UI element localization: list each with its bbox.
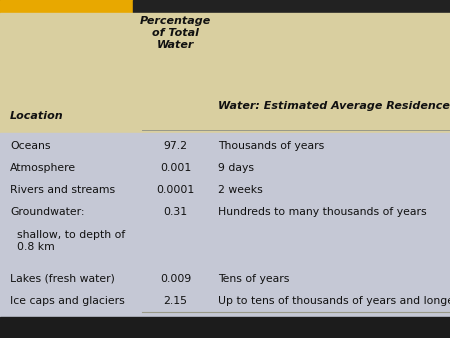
Text: Percentage
of Total
Water: Percentage of Total Water [140,17,211,50]
Text: Lakes (fresh water): Lakes (fresh water) [10,274,115,284]
Text: 2 weeks: 2 weeks [218,185,263,195]
Text: Tens of years: Tens of years [218,274,290,284]
Text: 2.15: 2.15 [163,296,188,306]
Text: 9 days: 9 days [218,163,254,173]
Text: Hundreds to many thousands of years: Hundreds to many thousands of years [218,208,427,217]
Text: shallow, to depth of
  0.8 km: shallow, to depth of 0.8 km [10,230,125,252]
Bar [133,0,450,13]
Text: 0.001: 0.001 [160,163,191,173]
Text: Rivers and streams: Rivers and streams [10,185,115,195]
Text: Location: Location [10,111,63,121]
Text: 0.0001: 0.0001 [157,185,194,195]
Text: Thousands of years: Thousands of years [218,141,324,151]
Text: Ice caps and glaciers: Ice caps and glaciers [10,296,125,306]
Bar [0,0,133,13]
Text: Atmosphere: Atmosphere [10,163,76,173]
Text: Up to tens of thousands of years and longer: Up to tens of thousands of years and lon… [218,296,450,306]
Text: 0.009: 0.009 [160,274,191,284]
Text: Groundwater:: Groundwater: [10,208,85,217]
Text: Water: Estimated Average Residence Time: Water: Estimated Average Residence Time [218,101,450,111]
Text: 97.2: 97.2 [163,141,188,151]
Text: 0.31: 0.31 [163,208,188,217]
Text: Oceans: Oceans [10,141,50,151]
